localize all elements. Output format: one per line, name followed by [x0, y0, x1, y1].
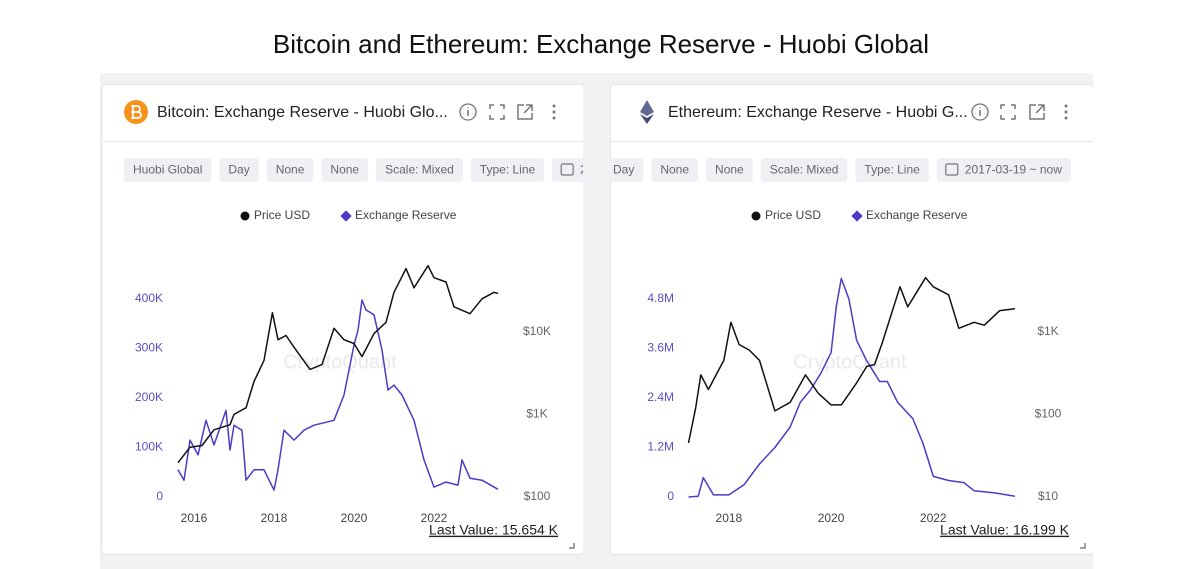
coin-icon [640, 100, 654, 116]
toolbar-label: Day [228, 163, 249, 177]
y-tick-label: 3.6M [647, 341, 674, 355]
legend-label[interactable]: Price USD [254, 208, 310, 222]
toolbar-button[interactable] [376, 158, 463, 182]
legend-label[interactable]: Exchange Reserve [355, 208, 457, 222]
toolbar-label: None [660, 163, 689, 177]
more-button[interactable] [1064, 110, 1068, 114]
chart-card: Bitcoin: Exchange Reserve - Huobi Glo...… [101, 84, 686, 555]
x-tick-label: 2022 [920, 511, 947, 525]
toolbar-button[interactable] [124, 158, 212, 182]
toolbar-button[interactable] [321, 158, 369, 182]
watermark: CryptoQuant [793, 351, 907, 373]
watermark: CryptoQuant [283, 351, 397, 373]
toolbar-label: None [715, 163, 744, 177]
info-button[interactable] [971, 103, 989, 121]
series-line [688, 277, 1016, 498]
series-line [687, 276, 1016, 444]
legend-marker [240, 211, 250, 221]
toolbar-label: 2017-03-19 ~ now [580, 163, 677, 177]
x-tick-label: 2018 [261, 511, 288, 525]
calendar-icon [560, 163, 574, 176]
more-button[interactable] [552, 110, 556, 114]
toolbar-label: Type: Line [864, 163, 920, 177]
more-button[interactable] [1064, 116, 1068, 120]
card [610, 84, 1093, 555]
calendar-icon [945, 163, 959, 176]
chart-card: Ethereum: Exchange Reserve - Huobi G... D… [604, 84, 1093, 555]
y-tick-label: 0 [156, 489, 163, 503]
more-button[interactable] [552, 104, 556, 108]
more-button[interactable] [1064, 104, 1068, 108]
coin-icon [640, 114, 654, 124]
y-tick-label: 2.4M [647, 390, 674, 404]
toolbar-label: None [330, 163, 359, 177]
page-title: Bitcoin and Ethereum: Exchange Reserve -… [273, 29, 929, 59]
card-title: Ethereum: Exchange Reserve - Huobi G... [668, 104, 968, 121]
y-tick-label: 200K [135, 390, 163, 404]
toolbar-button[interactable] [266, 158, 314, 182]
toolbar-label: None [276, 163, 305, 177]
series-line [177, 299, 499, 491]
info-button[interactable] [459, 103, 477, 121]
legend-label[interactable]: Price USD [765, 208, 821, 222]
coin-icon-glyph [131, 105, 142, 119]
toolbar-label: Scale: Mixed [385, 163, 454, 177]
open-button[interactable] [1029, 104, 1045, 120]
resize-handle[interactable] [1080, 543, 1086, 549]
toolbar-label: Huobi Global [133, 163, 202, 177]
y2-tick-label: $1K [1037, 324, 1058, 338]
toolbar-label: Scale: Mixed [770, 163, 839, 177]
y2-tick-label: $1K [526, 407, 547, 421]
series-line [177, 264, 499, 464]
x-tick-label: 2020 [341, 511, 368, 525]
y-tick-label: 0 [667, 489, 674, 503]
open-button[interactable] [517, 104, 533, 120]
toolbar-button[interactable] [760, 158, 848, 182]
y-tick-label: 4.8M [647, 291, 674, 305]
last-value: Last Value: 16.199 K [940, 522, 1070, 538]
y-tick-label: 400K [135, 291, 163, 305]
y-tick-label: 1.2M [647, 440, 674, 454]
last-value: Last Value: 15.654 K [429, 522, 559, 538]
toolbar-button[interactable] [604, 158, 644, 182]
card-title: Bitcoin: Exchange Reserve - Huobi Glo... [157, 104, 448, 121]
toolbar-label: 2017-03-19 ~ now [965, 163, 1062, 177]
x-tick-label: 2016 [181, 511, 208, 525]
toolbar-button[interactable] [552, 158, 686, 182]
fullscreen-button[interactable] [1000, 104, 1016, 120]
x-tick-label: 2018 [716, 511, 743, 525]
more-button[interactable] [552, 116, 556, 120]
toolbar-button[interactable] [936, 158, 1071, 182]
y2-tick-label: $10K [523, 324, 551, 338]
y-tick-label: 100K [135, 440, 163, 454]
x-tick-label: 2022 [421, 511, 448, 525]
toolbar-button[interactable] [706, 158, 753, 182]
toolbar-label: Day [613, 163, 634, 177]
fullscreen-button[interactable] [489, 104, 505, 120]
toolbar-button[interactable] [651, 158, 699, 182]
legend-marker [340, 210, 352, 222]
toolbar-button[interactable] [219, 158, 259, 182]
toolbar-button[interactable] [855, 158, 929, 182]
legend-marker [751, 211, 761, 221]
y2-tick-label: $100 [524, 489, 551, 503]
y-tick-label: 300K [135, 341, 163, 355]
legend-label[interactable]: Exchange Reserve [866, 208, 968, 222]
y2-tick-label: $100 [1035, 407, 1062, 421]
toolbar-button[interactable] [470, 158, 545, 182]
resize-handle[interactable] [569, 543, 575, 549]
y2-tick-label: $10 [1038, 489, 1058, 503]
legend-marker [851, 210, 863, 222]
x-tick-label: 2020 [818, 511, 845, 525]
toolbar-label: Type: Line [480, 163, 536, 177]
card [101, 84, 583, 555]
